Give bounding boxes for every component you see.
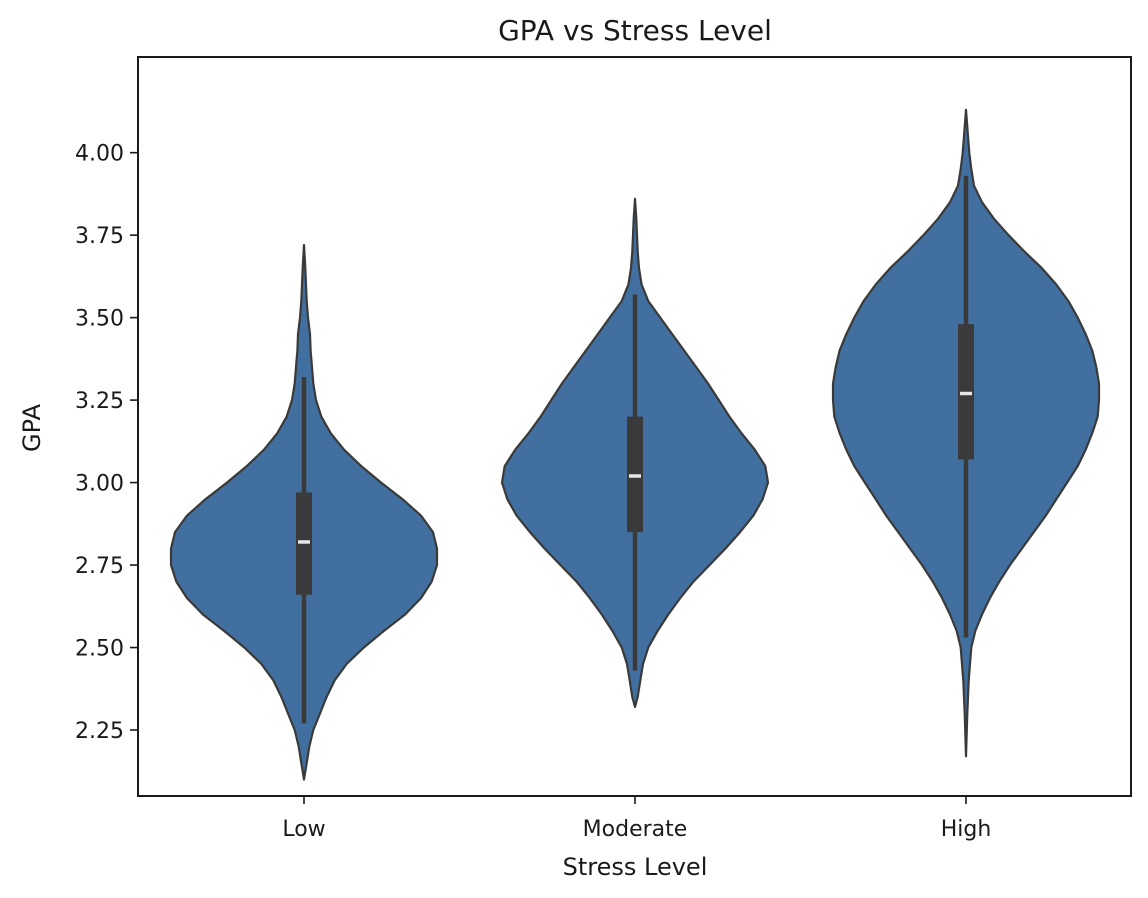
x-tick-label-moderate: Moderate — [583, 817, 688, 842]
x-axis-label: Stress Level — [563, 853, 708, 881]
x-tick-label-high: High — [941, 817, 992, 842]
x-axis: Low Moderate High — [282, 796, 991, 842]
violin-low — [169, 243, 439, 781]
y-tick-label: 2.25 — [75, 719, 124, 744]
y-tick-label: 3.25 — [75, 389, 124, 414]
y-tick-label: 4.00 — [75, 142, 124, 167]
y-tick-label: 3.75 — [75, 224, 124, 249]
violin-high — [831, 108, 1101, 758]
chart-title: GPA vs Stress Level — [498, 14, 772, 47]
y-tick-label: 2.50 — [75, 637, 124, 662]
y-axis-label: GPA — [18, 403, 46, 452]
violins-layer — [169, 108, 1101, 781]
plot-frame — [137, 56, 1132, 797]
violin-moderate — [500, 197, 770, 708]
y-tick-label: 2.75 — [75, 554, 124, 579]
y-axis: 2.25 2.50 2.75 3.00 3.25 3.50 3.75 4.00 — [75, 142, 138, 744]
y-tick-label: 3.50 — [75, 307, 124, 332]
y-tick-label: 3.00 — [75, 472, 124, 497]
x-tick-label-low: Low — [282, 817, 325, 842]
